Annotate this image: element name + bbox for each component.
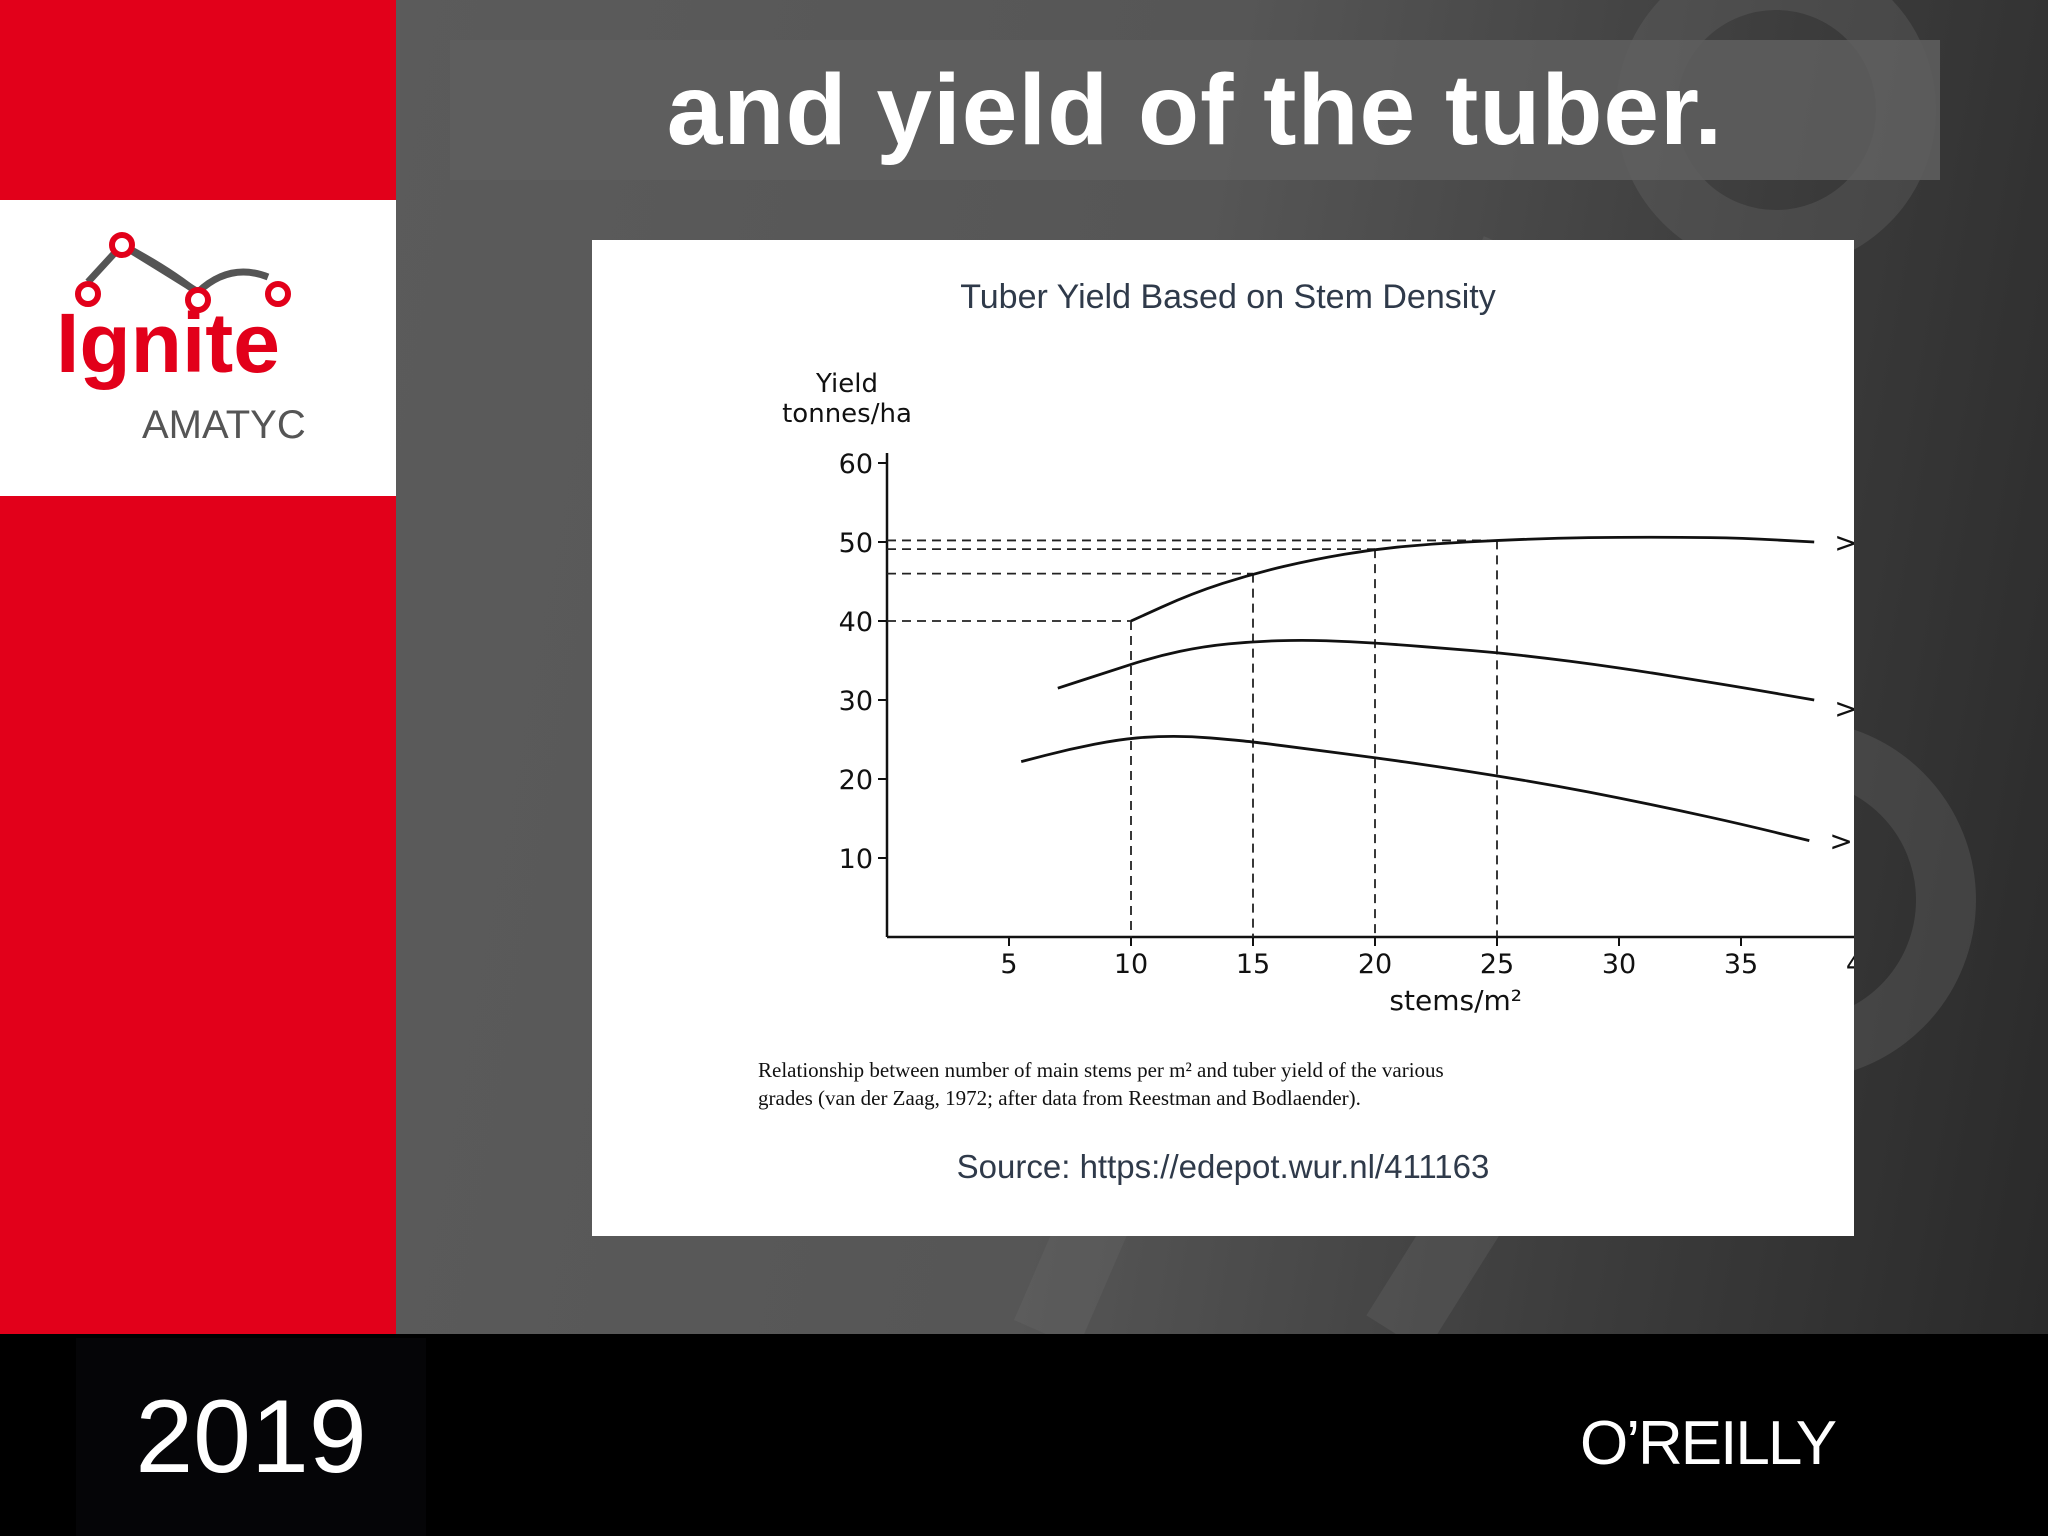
series-line-2 [1020, 734, 1810, 842]
y-tick-label: 40 [839, 607, 873, 638]
y-tick-label: 50 [839, 528, 873, 559]
year-label: 2019 [135, 1378, 367, 1495]
y-tick-label: 30 [839, 686, 873, 717]
x-tick-label: 20 [1358, 949, 1392, 980]
year-box [76, 1338, 426, 1536]
series-label-0: > 35 mm [1834, 526, 1854, 559]
series-label-1: >45 mm [1834, 692, 1854, 725]
caption-line2: grades (van der Zaag, 1972; after data f… [758, 1086, 1361, 1110]
svg-text:Ignite: Ignite [56, 296, 280, 390]
x-tick-label: 40 [1846, 949, 1854, 980]
x-tick-label: 35 [1724, 949, 1758, 980]
chart-title: Tuber Yield Based on Stem Density [960, 278, 1495, 316]
x-tick-label: 30 [1602, 949, 1636, 980]
ignite-logo-icon: Ignite AMATYC [56, 232, 306, 447]
slide-title: and yield of the tuber. [666, 53, 1724, 166]
x-tick-label: 15 [1236, 949, 1270, 980]
title-bar [450, 40, 1940, 180]
y-tick-label: 10 [839, 844, 873, 875]
y-tick-label: 60 [839, 449, 873, 480]
plot-area: 10 20 30 40 50 60 5 10 15 20 25 30 35 40 > 35 mm >45 mm… [839, 449, 1966, 980]
x-axis-label: stems/m² [1389, 984, 1522, 1017]
svg-text:O’REILLY: O’REILLY [1580, 1409, 1836, 1478]
series-label-2: > 55 mm [1829, 825, 1854, 858]
y-axis-label-line2: tonnes/ha [782, 399, 912, 429]
x-tick-label: 5 [1000, 949, 1017, 980]
y-axis-label-line1: Yield [815, 369, 878, 399]
source-link[interactable]: Source: https://edepot.wur.nl/411163 [957, 1148, 1490, 1185]
x-tick-label: 10 [1114, 949, 1148, 980]
oreilly-logo: O’REILLY [1580, 1409, 1838, 1478]
y-tick-label: 20 [839, 765, 873, 796]
chart: Tuber Yield Based on Stem Density Yield … [758, 278, 1966, 1185]
series-line-1 [1057, 638, 1815, 702]
ignite-logo: Ignite AMATYC [0, 200, 396, 496]
series-line-0 [1130, 535, 1815, 623]
svg-text:AMATYC: AMATYC [142, 403, 306, 447]
x-tick-label: 25 [1480, 949, 1514, 980]
caption-line1: Relationship between number of main stem… [758, 1058, 1444, 1082]
chart-card: Tuber Yield Based on Stem Density Yield … [592, 240, 1966, 1236]
